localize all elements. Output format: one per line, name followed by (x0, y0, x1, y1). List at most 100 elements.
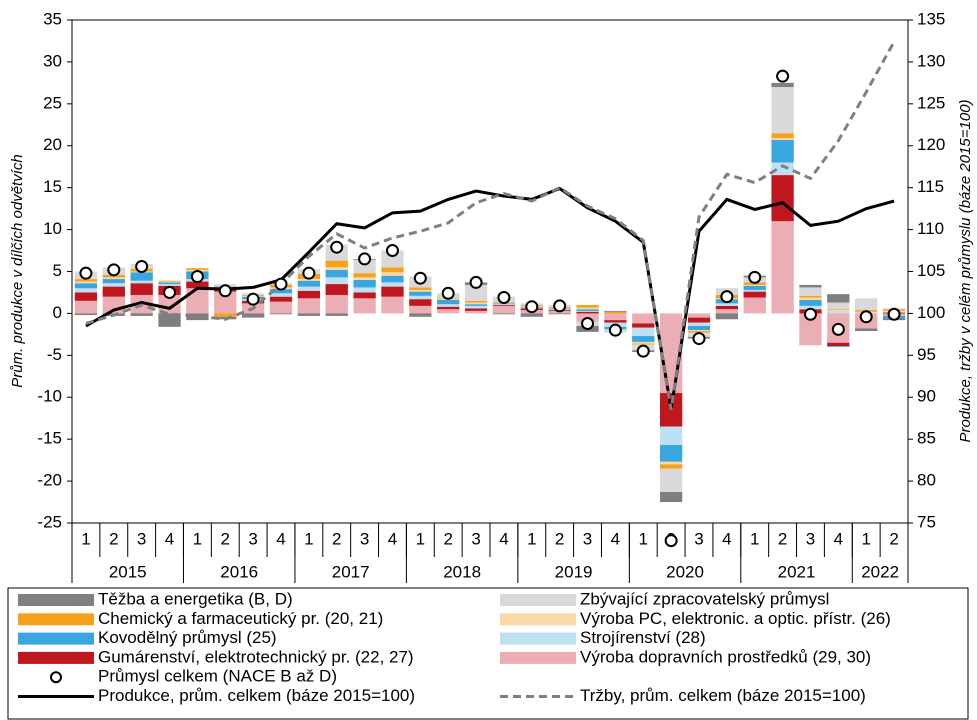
bar-segment (632, 336, 655, 342)
bar-segment (464, 300, 488, 303)
bar-segment (297, 290, 321, 299)
bar-segment (74, 300, 98, 314)
bar-segment (409, 299, 432, 306)
bar-segment (659, 491, 683, 503)
bar-segment (687, 330, 711, 332)
bar-segment (576, 310, 599, 312)
x-group-label: 2021 (778, 562, 816, 581)
y2-tick-label: 85 (917, 429, 936, 448)
bar-segment (743, 291, 766, 298)
total-marker (525, 300, 539, 314)
bar-segment (130, 272, 153, 281)
bar-segment (186, 268, 209, 270)
x-tick-label: 3 (137, 529, 146, 548)
bar-segment (827, 310, 850, 311)
bar-segment (464, 308, 488, 311)
total-marker (692, 332, 706, 346)
total-marker (776, 69, 790, 83)
bar-segment (437, 309, 460, 314)
bar-segment (604, 313, 627, 321)
total-marker (859, 310, 873, 324)
bar-segment (799, 300, 822, 306)
y2-tick-label: 125 (917, 93, 945, 112)
bar-segment (353, 277, 376, 280)
legend-label: Zbývající zpracovatelský průmysl (580, 589, 829, 608)
bar-segment (437, 306, 460, 310)
x-tick-label: 1 (750, 529, 759, 548)
bar-segment (74, 313, 98, 316)
bar-segment (409, 305, 432, 314)
x-tick-label: 1 (193, 529, 202, 548)
y-tick-label: 35 (43, 9, 62, 28)
bar-segment (715, 309, 739, 314)
bar-segment (297, 286, 321, 291)
bar-segment (186, 281, 209, 289)
x-tick-label: 1 (527, 529, 536, 548)
bar-segment (381, 275, 404, 283)
y-tick-label: 15 (43, 177, 62, 196)
legend-label: Kovodělný průmysl (25) (98, 628, 277, 647)
bar-segment (492, 304, 516, 306)
bar-segment (74, 281, 98, 284)
bar-segment (855, 298, 878, 311)
bar-segment (381, 250, 404, 268)
x-tick-label: 2 (109, 529, 118, 548)
x-tick-label: 3 (583, 529, 592, 548)
bar-segment (381, 296, 404, 314)
bar-segment (186, 288, 209, 314)
bar-segment (827, 309, 850, 311)
y-tick-label: 30 (43, 51, 62, 70)
y2-tick-label: 80 (917, 471, 936, 490)
bar-segment (102, 283, 125, 287)
legend-swatch (18, 651, 94, 664)
x-tick-label: 3 (694, 529, 703, 548)
bar-segment (381, 282, 404, 287)
bar-segment (409, 291, 432, 296)
bar-segment (632, 313, 655, 324)
x-tick-label: 2 (555, 529, 564, 548)
x-tick-label: 3 (360, 529, 369, 548)
bar-segment (158, 294, 181, 314)
bar-segment (186, 313, 209, 321)
x-group-label: 2015 (109, 562, 147, 581)
total-marker (441, 286, 455, 300)
bar-segment (771, 133, 794, 139)
x-tick-label: 4 (722, 529, 731, 548)
y2-tick-label: 105 (917, 261, 945, 280)
total-marker (163, 285, 177, 299)
bar-segment (799, 295, 822, 298)
legend-label: Chemický a farmaceutický pr. (20, 21) (98, 609, 383, 628)
bar-segment (827, 346, 850, 347)
bar-segment (353, 279, 376, 288)
bar-segment (771, 162, 794, 176)
bar-segment (576, 305, 599, 308)
total-marker (330, 240, 344, 254)
legend-swatch (500, 594, 576, 606)
bar-segment (659, 426, 683, 446)
bar-segment (799, 287, 822, 296)
bar-segment (492, 305, 516, 314)
bar-segment (409, 287, 432, 290)
y-tick-label: -25 (37, 512, 62, 531)
x-tick-label: 2 (443, 529, 452, 548)
x-tick-label: 4 (388, 529, 397, 548)
y-tick-label: 25 (43, 93, 62, 112)
bar-segment (325, 277, 348, 285)
total-marker (190, 270, 204, 284)
bar-segment (604, 310, 627, 312)
bar-segment (158, 284, 181, 286)
legend-label: Těžba a energetika (B, D) (98, 589, 293, 608)
total-marker (664, 534, 678, 548)
bar-segment (492, 305, 516, 306)
x-tick-label: 1 (304, 529, 313, 548)
bar-segment (464, 310, 488, 314)
bar-segment (381, 267, 404, 273)
bar-segment (576, 311, 599, 314)
legend-label: Strojírenství (28) (580, 628, 706, 647)
x-group-label: 2016 (220, 562, 258, 581)
bar-segment (325, 294, 348, 314)
y2-tick-label: 90 (917, 387, 936, 406)
bar-segment (269, 313, 293, 315)
y-tick-label: -5 (47, 345, 62, 364)
bar-segment (827, 342, 850, 347)
